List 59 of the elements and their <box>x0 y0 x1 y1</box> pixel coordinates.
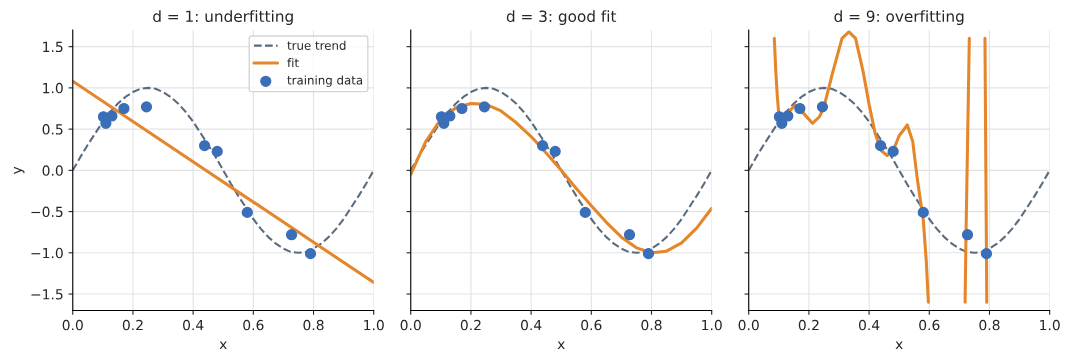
y-tick-label: −1.5 <box>31 289 63 300</box>
x-tick-label: 1.0 <box>364 319 384 331</box>
legend-label: fit <box>287 58 299 68</box>
x-axis-title: x <box>895 341 903 350</box>
point <box>211 145 223 157</box>
x-axis-title: x <box>557 341 565 350</box>
x-tick-label: 0.4 <box>520 319 542 331</box>
x-tick-label: 0.8 <box>303 319 324 331</box>
point <box>980 248 993 260</box>
y-tick-label: 0.5 <box>42 124 63 135</box>
x-tick-label: 1.0 <box>702 319 722 331</box>
point <box>782 110 794 122</box>
point <box>887 145 899 157</box>
point <box>961 229 974 241</box>
point <box>198 140 211 152</box>
x-tick-label: 0.0 <box>62 319 83 331</box>
legend-label: true trend <box>287 40 346 50</box>
x-tick-label: 0.2 <box>798 319 819 331</box>
point <box>917 206 929 219</box>
point <box>444 110 456 122</box>
point <box>118 102 130 115</box>
point <box>478 101 491 113</box>
point <box>549 145 561 157</box>
y-tick-label: −1.0 <box>31 247 63 259</box>
chart-title: d = 1: underfitting <box>153 10 293 25</box>
y-tick-label: 1.0 <box>43 82 63 94</box>
point <box>642 248 655 260</box>
y-tick-label: −0.5 <box>31 206 63 218</box>
point <box>579 206 591 219</box>
x-axis-title: x <box>219 341 227 350</box>
chart-title: d = 9: overfitting <box>834 10 964 25</box>
point <box>241 206 253 219</box>
chart-title: d = 3: good fit <box>506 10 617 25</box>
x-tick-label: 0.0 <box>738 319 759 331</box>
point <box>816 101 829 113</box>
x-tick-label: 0.6 <box>581 319 602 331</box>
point <box>456 102 468 115</box>
x-tick-label: 0.8 <box>641 319 662 331</box>
point <box>285 229 298 241</box>
point <box>794 102 806 115</box>
point <box>106 110 118 122</box>
x-tick-label: 0.6 <box>243 319 264 331</box>
x-tick-label: 0.6 <box>919 319 940 331</box>
x-tick-label: 0.2 <box>460 319 481 331</box>
point <box>874 140 887 152</box>
point <box>536 140 549 152</box>
x-tick-label: 1.0 <box>1040 319 1060 331</box>
y-axis-title: y <box>13 166 25 175</box>
point <box>304 248 317 260</box>
x-tick-label: 0.4 <box>858 319 880 331</box>
y-tick-label: 1.5 <box>43 41 63 53</box>
x-tick-label: 0.4 <box>183 319 204 331</box>
point <box>140 101 153 113</box>
y-tick-label: 0.0 <box>42 165 63 176</box>
x-tick-label: 0.0 <box>400 319 421 331</box>
point <box>623 229 636 241</box>
x-tick-label: 0.8 <box>979 319 1000 331</box>
x-tick-label: 0.2 <box>122 319 143 331</box>
legend-label: training data <box>287 75 363 87</box>
